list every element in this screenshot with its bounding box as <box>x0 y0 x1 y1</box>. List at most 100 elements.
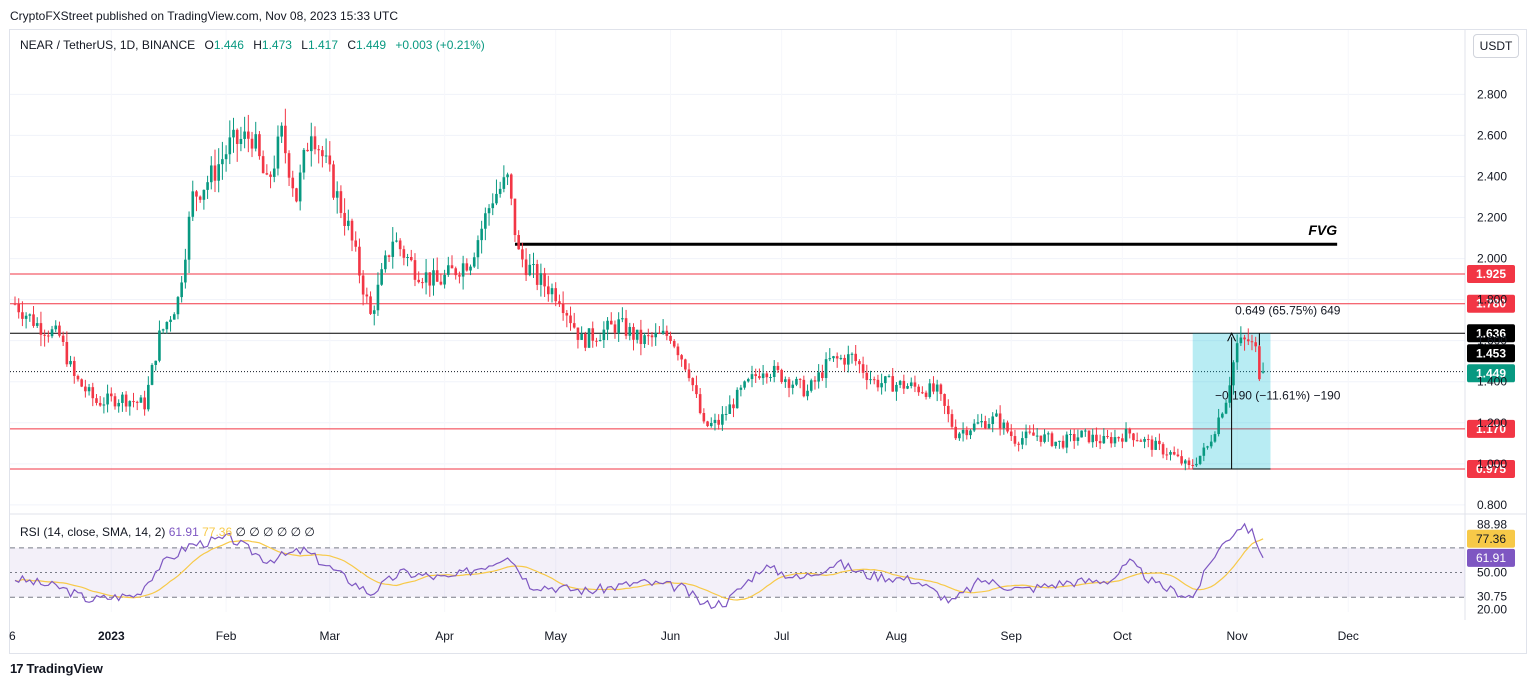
candle-body <box>969 430 972 436</box>
horizontal-levels: 1.925 1.780 1.636 1.170 0.975 1.453 1.449 <box>10 264 1515 478</box>
candle-body <box>165 322 169 330</box>
candle-body <box>376 284 380 311</box>
candle-body <box>1009 431 1013 437</box>
candle-body <box>454 268 458 276</box>
candle-body <box>1006 422 1009 432</box>
candle-body <box>1124 428 1128 442</box>
candle-body <box>309 136 313 152</box>
candle-body <box>365 294 369 297</box>
candle-body <box>802 379 806 397</box>
candle-body <box>761 373 765 379</box>
candle-body <box>509 174 513 199</box>
candle-body <box>580 334 583 340</box>
candle-body <box>1187 460 1191 466</box>
candle-body <box>684 359 687 370</box>
candle-body <box>95 398 98 403</box>
tradingview-brand: TradingView <box>26 661 103 676</box>
candle-body <box>287 153 291 178</box>
candle-body <box>469 266 472 271</box>
candle-body <box>87 387 91 392</box>
candle-body <box>128 401 132 407</box>
candle-body <box>402 249 406 258</box>
candle-body <box>917 386 920 393</box>
candle-body <box>1232 362 1235 386</box>
candle-body <box>1139 440 1143 442</box>
time-tick-label: Dec <box>1338 629 1359 643</box>
tradingview-footer[interactable]: 17 TradingView <box>10 661 103 676</box>
candle-body <box>176 297 180 315</box>
candle-body <box>1065 434 1069 448</box>
candle-body <box>561 303 565 314</box>
rsi-legend: RSI (14, close, SMA, 14, 2) 61.91 77.36 … <box>20 525 315 539</box>
candle-body <box>1050 433 1054 446</box>
candle-body <box>732 404 735 409</box>
price-tick-label: 1.200 <box>1477 416 1507 430</box>
candle-body <box>391 241 395 257</box>
low-label: L <box>301 38 308 52</box>
symbol-name[interactable]: NEAR / TetherUS, 1D, BINANCE <box>20 38 196 52</box>
level-badge <box>1467 294 1515 313</box>
candle-body <box>521 249 524 260</box>
candle-body <box>746 379 750 382</box>
candle-body <box>450 265 454 269</box>
candle-body <box>617 319 620 333</box>
candle-body <box>121 394 124 403</box>
candle-body <box>913 382 917 387</box>
time-axis: 6 2023 Feb Mar Apr May Jun Jul Aug Sep Oct Nov Dec <box>9 629 1359 643</box>
time-tick-label: Nov <box>1226 629 1247 643</box>
candle-body <box>217 164 220 181</box>
measure-tool: 0.649 (65.75%) 649 −0.190 (−11.61%) −190 <box>1192 303 1341 470</box>
candle-body <box>558 301 561 304</box>
candle-body <box>1235 343 1239 363</box>
candle-body <box>1017 443 1020 445</box>
time-tick-label: Oct <box>1113 629 1132 643</box>
candle-body <box>1202 447 1206 456</box>
candle-body <box>502 177 506 189</box>
candle-body <box>384 255 387 270</box>
candle-body <box>84 386 87 392</box>
candle-body <box>58 325 61 336</box>
candle-body <box>1098 441 1102 444</box>
candle-body <box>117 402 120 407</box>
candle-body <box>1128 428 1132 434</box>
candle-body <box>1191 465 1195 467</box>
candle-body <box>524 259 528 276</box>
candle-body <box>169 319 172 323</box>
candle-body <box>347 220 350 226</box>
candle-body <box>106 393 109 405</box>
candle-body <box>276 136 280 169</box>
candle-body <box>406 257 409 259</box>
candle-body <box>721 414 724 425</box>
candle-body <box>1228 385 1232 403</box>
candle-body <box>413 260 417 280</box>
level-badge <box>1467 324 1515 343</box>
candle-body <box>924 392 928 397</box>
rsi-tick-label: 88.98 <box>1477 517 1507 531</box>
rsi-label[interactable]: RSI (14, close, SMA, 14, 2) <box>20 525 166 539</box>
candle-body <box>995 413 998 417</box>
candle-body <box>843 357 846 365</box>
candle-body <box>676 346 680 356</box>
candle-body <box>806 390 809 397</box>
candle-body <box>687 369 691 379</box>
candle-body <box>1080 430 1083 438</box>
candle-body <box>91 387 95 399</box>
candle-body <box>1176 454 1180 457</box>
candle-body <box>961 429 965 434</box>
candle-body <box>313 136 317 150</box>
candle-body <box>1169 452 1172 455</box>
candle-body <box>609 320 613 325</box>
candle-body <box>839 357 843 359</box>
candle-body <box>621 318 624 320</box>
candle-body <box>13 303 17 305</box>
candle-body <box>1035 435 1039 437</box>
candle-body <box>1058 440 1061 442</box>
candle-body <box>661 330 665 334</box>
currency-button[interactable]: USDT <box>1473 34 1519 58</box>
price-tick-label: 2.800 <box>1477 87 1507 101</box>
candle-body <box>1028 431 1032 433</box>
candle-body <box>784 379 787 382</box>
candle-body <box>328 155 332 165</box>
candle-body <box>513 198 517 236</box>
